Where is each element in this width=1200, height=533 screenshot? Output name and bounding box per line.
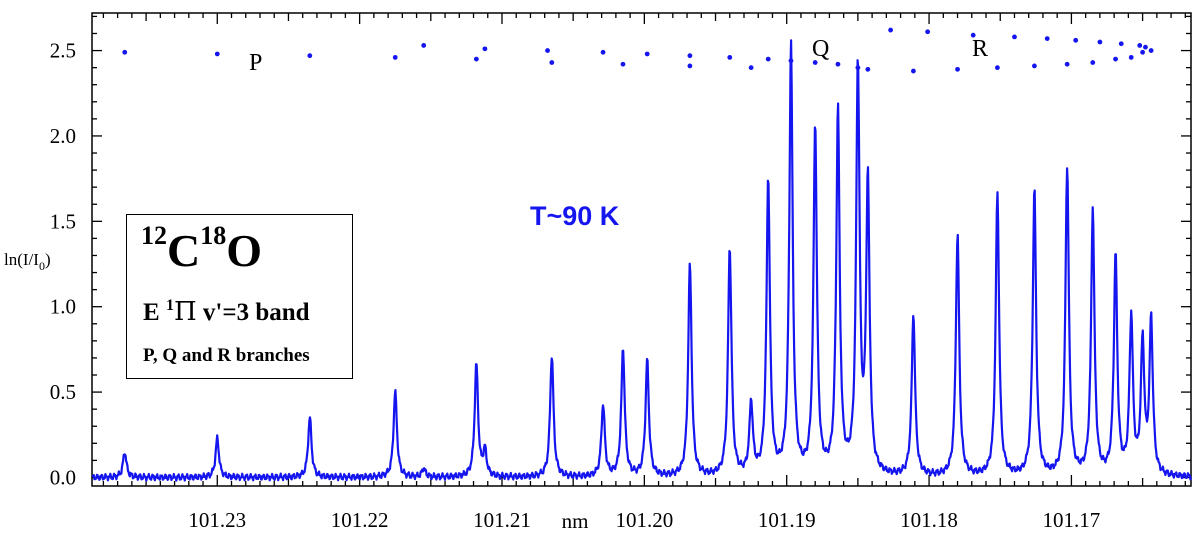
branch-marks xyxy=(122,27,1154,74)
y-axis-title-close: ) xyxy=(45,250,51,269)
temperature-label: T~90 K xyxy=(530,201,620,231)
y-tick-label: 2.0 xyxy=(50,124,76,148)
branch-mark-dot xyxy=(970,32,976,38)
x-axis-title: nm xyxy=(562,509,589,533)
branch-mark-dot xyxy=(1143,44,1148,50)
y-tick-label: 2.5 xyxy=(50,39,76,63)
branch-mark-dot xyxy=(835,61,841,67)
branch-mark-dot xyxy=(1012,34,1017,40)
y-axis-title: ln(I/I0) xyxy=(4,250,51,273)
branch-mark-dot xyxy=(865,66,871,72)
branch-mark-dot xyxy=(855,65,861,71)
x-tick-label: 101.22 xyxy=(331,508,389,532)
branch-mark-dot xyxy=(955,66,960,72)
x-tick-label: 101.17 xyxy=(1043,508,1101,532)
branch-mark-dot xyxy=(214,51,220,57)
branch-mark-dot xyxy=(925,29,931,35)
branch-mark-dot xyxy=(765,56,771,62)
branch-mark-dot xyxy=(1097,39,1103,45)
branch-mark-dot xyxy=(620,61,626,67)
branch-mark-dot xyxy=(1148,48,1154,53)
branch-mark-dot xyxy=(687,63,693,69)
band-state: E xyxy=(143,299,166,326)
branch-mark-dot xyxy=(727,54,733,60)
y-tick-label: 1.0 xyxy=(50,295,76,319)
branch-mark-dot xyxy=(748,65,754,71)
x-tick-labels: 101.23 101.22 101.21 101.20 101.19 101.18 101.… xyxy=(188,508,1100,532)
x-tick-label: 101.21 xyxy=(473,508,531,532)
axis-ticks xyxy=(92,13,1191,486)
branch-mark-dot xyxy=(1044,36,1050,42)
branch-mark-dot xyxy=(421,43,427,48)
branch-label-p: P xyxy=(249,50,262,76)
mass-number-oxygen: 18 xyxy=(200,221,227,250)
y-axis-title-sub: 0 xyxy=(39,259,45,273)
band-multiplicity: 1 xyxy=(165,297,174,314)
branch-label-r: R xyxy=(972,36,988,62)
branch-mark-dot xyxy=(392,54,398,60)
band-rest: v'=3 band xyxy=(196,299,310,326)
branch-label-q: Q xyxy=(812,36,829,62)
branch-mark-dot xyxy=(1137,43,1143,48)
atom-oxygen: O xyxy=(226,225,263,276)
branch-mark-dot xyxy=(122,49,128,55)
branch-mark-dot xyxy=(549,60,555,65)
branch-mark-dot xyxy=(482,46,488,52)
branch-mark-dot xyxy=(1128,54,1134,60)
x-tick-label: 101.20 xyxy=(615,508,673,532)
plot-frame xyxy=(91,12,1192,487)
branch-mark-dot xyxy=(1073,37,1079,43)
branch-mark-dot xyxy=(600,49,606,55)
spectrum-series-line xyxy=(91,39,1193,482)
y-tick-labels: 0.0 0.5 1.0 1.5 2.0 2.5 xyxy=(50,39,76,490)
branch-mark-dot xyxy=(812,60,818,65)
mass-number-carbon: 12 xyxy=(141,221,167,250)
x-tick-label: 101.18 xyxy=(900,508,958,532)
branch-mark-dot xyxy=(545,48,550,53)
molecule-formula: 12C18O xyxy=(141,223,263,276)
branch-mark-dot xyxy=(1032,63,1037,69)
branch-mark-dot xyxy=(1113,56,1118,62)
molecule-info-box: 12C18O E 1Π v'=3 band P, Q and R branche… xyxy=(126,214,353,379)
branch-mark-dot xyxy=(788,58,794,64)
branch-mark-dot xyxy=(644,51,650,57)
branch-mark-dot xyxy=(473,56,479,62)
branches-text: P, Q and R branches xyxy=(143,345,310,366)
branch-mark-dot xyxy=(1090,60,1096,65)
atom-carbon: C xyxy=(167,225,201,276)
y-tick-label: 0.5 xyxy=(50,380,76,404)
branch-mark-dot xyxy=(888,27,894,33)
branch-mark-dot xyxy=(911,68,916,74)
y-axis-title-main: ln(I/I xyxy=(4,250,39,269)
branch-mark-dot xyxy=(687,53,693,59)
branch-mark-dot xyxy=(307,53,313,59)
band-designation: E 1Π v'=3 band xyxy=(143,297,310,327)
y-tick-label: 1.5 xyxy=(50,209,76,233)
branch-mark-dot xyxy=(1064,61,1070,67)
x-tick-label: 101.19 xyxy=(758,508,816,532)
y-tick-label: 0.0 xyxy=(50,465,76,489)
band-symbol: Π xyxy=(173,297,197,327)
branch-mark-dot xyxy=(1118,41,1124,47)
branch-mark-dot xyxy=(994,65,1000,71)
x-tick-label: 101.23 xyxy=(188,508,246,532)
branch-mark-dot xyxy=(1140,49,1145,55)
